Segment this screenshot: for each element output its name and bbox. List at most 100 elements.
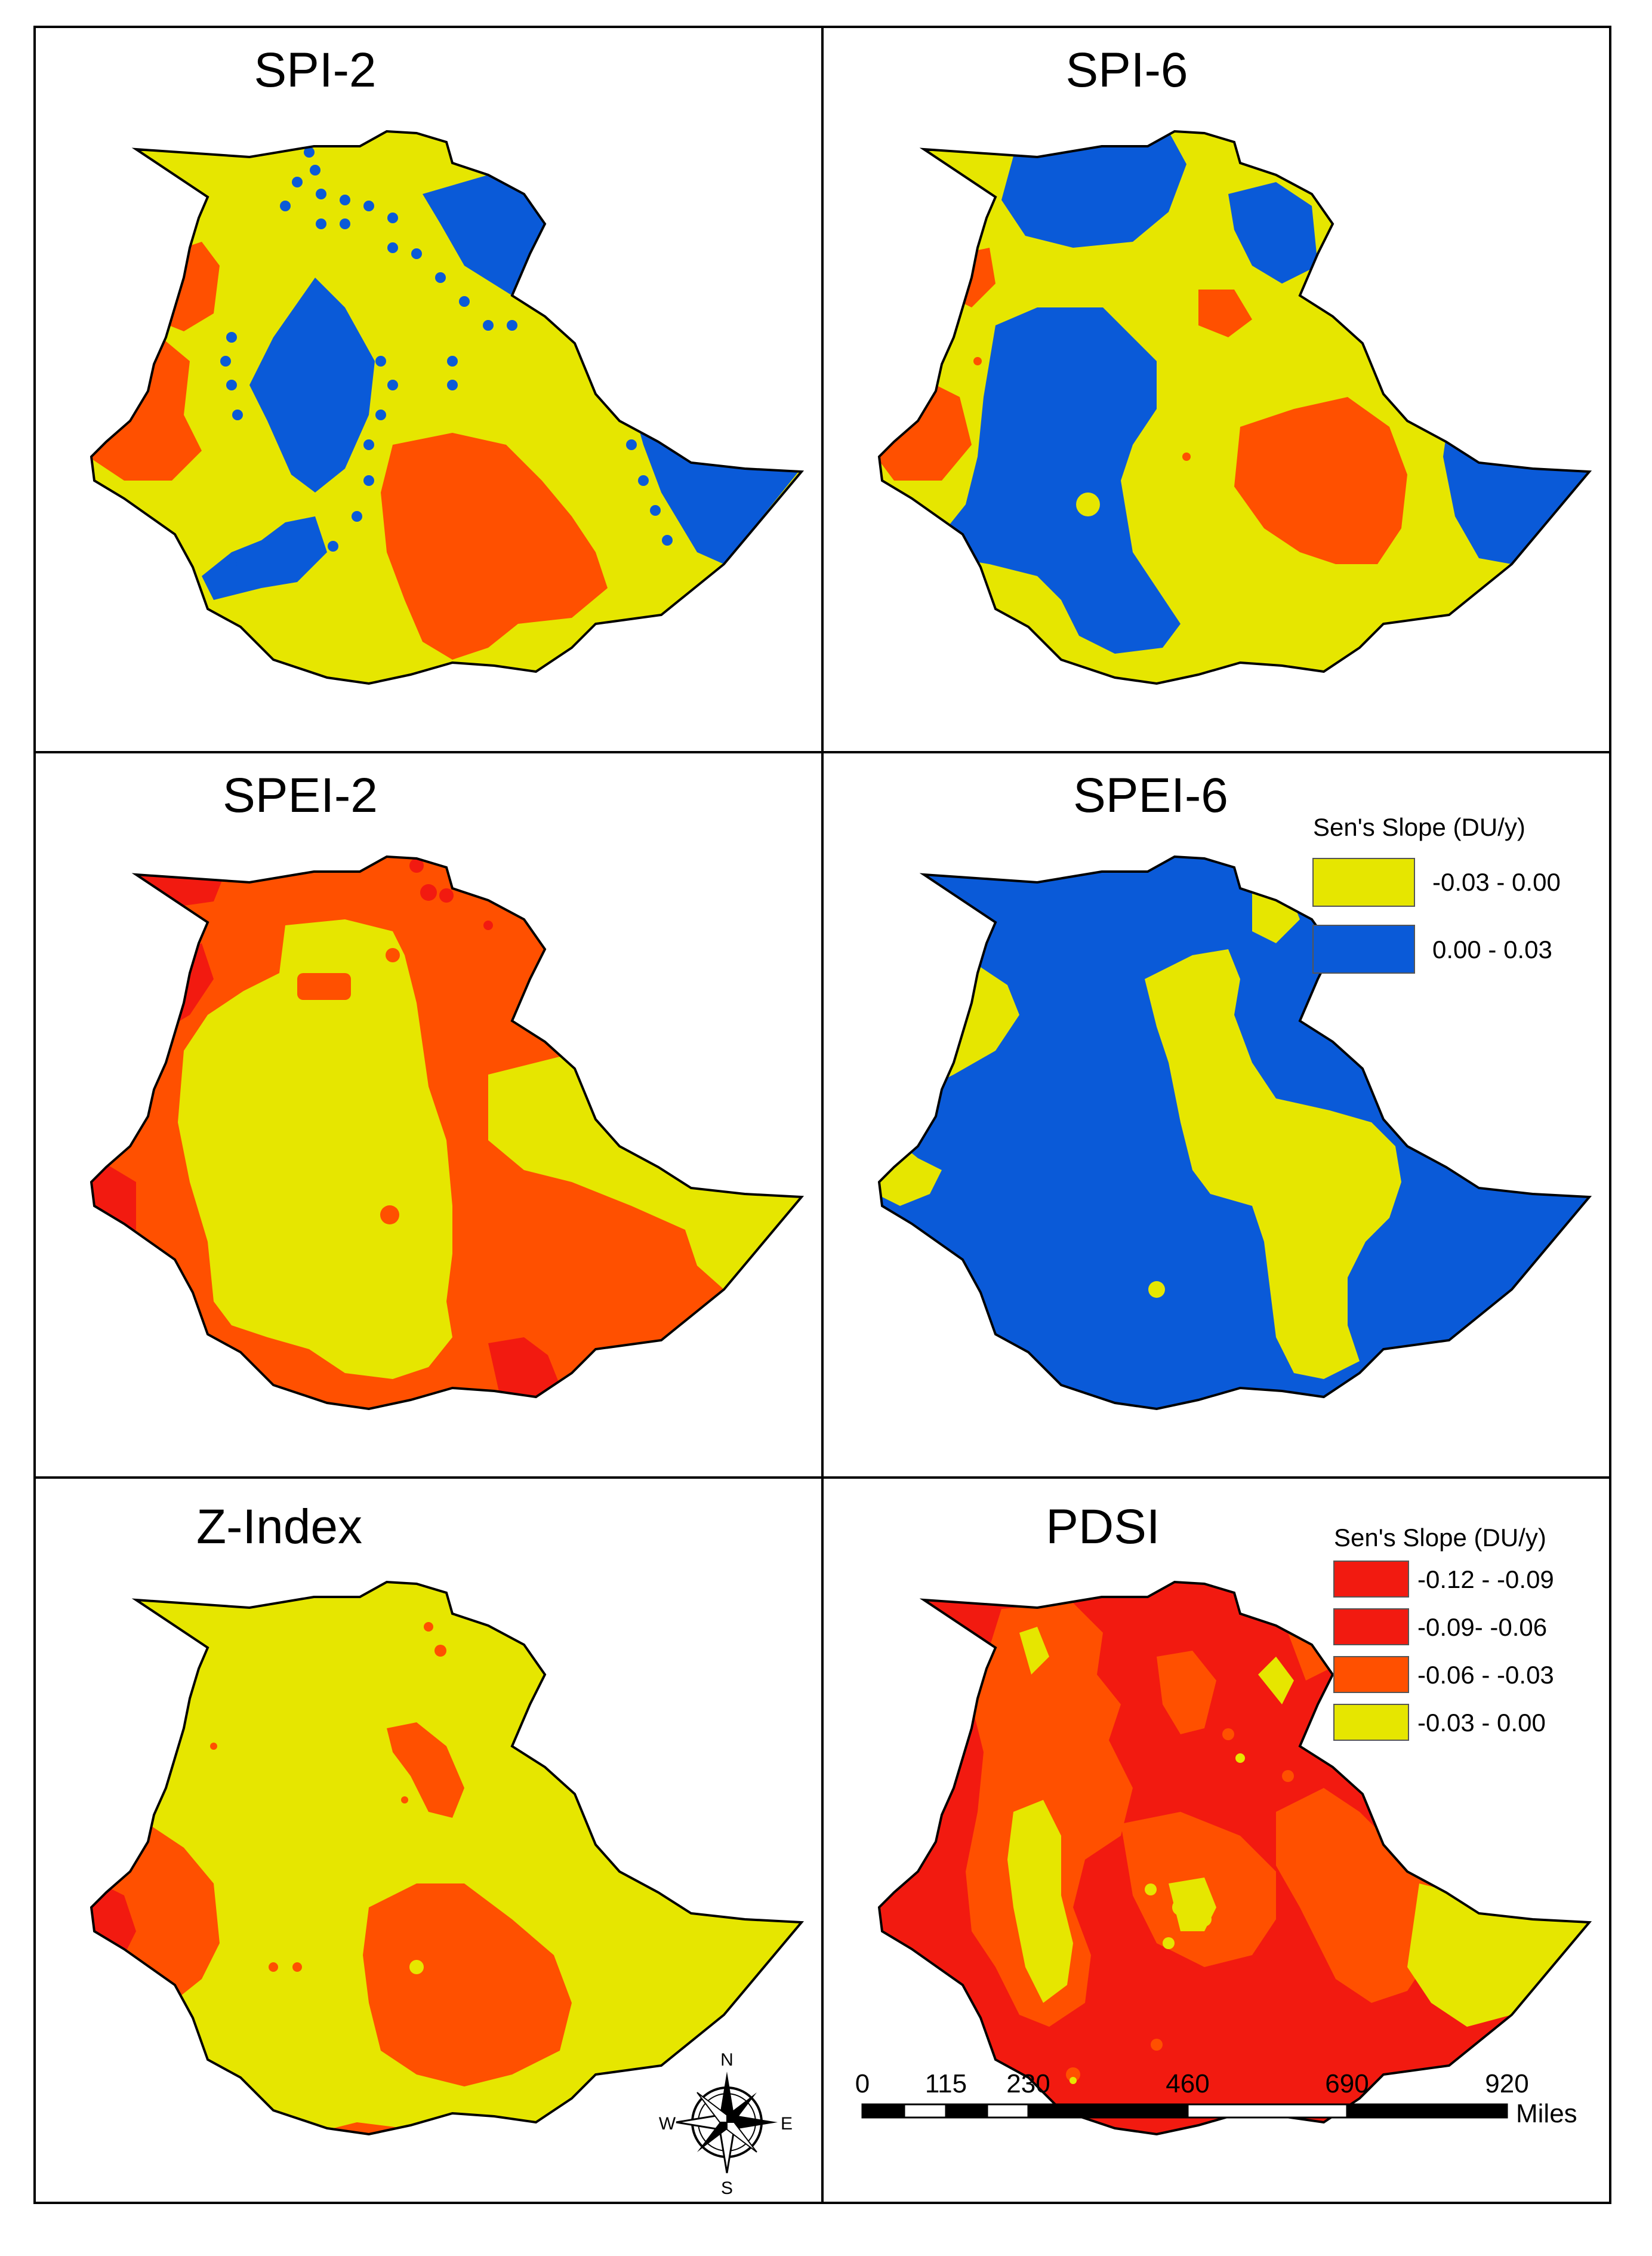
map-region-spot [386, 948, 400, 962]
map-region-spot [387, 242, 398, 253]
map-region-spot [1282, 1770, 1294, 1782]
scale-tick-label: 230 [1006, 2069, 1050, 2098]
map-region-spot [310, 165, 320, 176]
map-region-spot [292, 1962, 302, 1972]
map-region-spot [662, 535, 673, 546]
map-region-fb [423, 175, 545, 296]
scale-segment [1346, 2103, 1508, 2119]
panel-title-z-index: Z-Index [196, 1500, 362, 1554]
map-region-spot [1235, 1753, 1245, 1763]
map-region-fb [220, 141, 673, 570]
legend-four-class: Sen's Slope (DU/y) -0.12 - -0.09 -0.09- … [1333, 1524, 1554, 1741]
panel-title-spei-6: SPEI-6 [1073, 768, 1228, 823]
legend-title: Sen's Slope (DU/y) [1313, 813, 1525, 841]
map-region-spot [375, 356, 386, 367]
legend-label: -0.03 - 0.00 [1417, 1709, 1546, 1737]
compass-label-w: W [659, 2114, 676, 2134]
map-region-spot [1148, 1281, 1165, 1298]
scale-segment [903, 2103, 947, 2119]
compass-label-s: S [721, 2178, 733, 2198]
map-z-index: Z-Index N S [90, 1500, 803, 2198]
map-region-fo [297, 973, 351, 1000]
map-region-spot [424, 1622, 433, 1632]
map-region-fy [488, 1057, 802, 1289]
map-region-fo [363, 1883, 572, 2086]
scale-tick-label: 690 [1325, 2069, 1369, 2098]
map-region-spot [1163, 1937, 1175, 1949]
compass-arrow-east [727, 2115, 778, 2129]
map-region-fb [1001, 131, 1186, 248]
map-region-spot [387, 213, 398, 223]
map-region-spot [439, 888, 454, 903]
map-region-spot [935, 1769, 949, 1783]
map-region-fy [409, 1960, 424, 1974]
legend-swatch [1312, 925, 1415, 974]
map-region-fb [202, 516, 327, 600]
map-region-fo [387, 1722, 464, 1818]
map-region-spot [269, 1962, 278, 1972]
map-region-spot [1413, 1860, 1425, 1872]
map-region-spot [363, 475, 374, 486]
map-region-spot [297, 973, 351, 1000]
map-region-spot [921, 1803, 938, 1820]
map-region-fo [210, 1622, 446, 1972]
map-region-spot [304, 147, 315, 158]
map-region-spot [638, 475, 649, 486]
legend-swatch [1333, 1608, 1409, 1645]
map-region-spot [278, 858, 292, 873]
map-region-fo [1157, 1651, 1216, 1734]
map-region-spot [420, 884, 437, 901]
scale-segment [861, 2103, 905, 2119]
map-region-spot [1076, 493, 1100, 516]
panel-title-spei-2: SPEI-2 [223, 768, 378, 823]
map-region-spot [226, 332, 237, 343]
map-region-spot [1066, 2067, 1080, 2082]
legend-two-class: Sen's Slope (DU/y) -0.03 - 0.00 0.00 - 0… [1312, 813, 1561, 974]
map-region-spot [434, 1645, 446, 1657]
map-region-spot [973, 357, 982, 365]
map-region-spot [292, 177, 303, 187]
map-region-spot [1151, 2039, 1163, 2051]
legend-swatch [1333, 1561, 1409, 1598]
scale-tick-label: 0 [855, 2069, 870, 2098]
legend-label: -0.12 - -0.09 [1417, 1565, 1554, 1593]
legend-swatch [1333, 1704, 1409, 1741]
map-region-fy [178, 919, 452, 1379]
map-region-spot [280, 201, 291, 211]
map-region-fy [1007, 1800, 1073, 2003]
map-region-spot [1222, 1728, 1234, 1740]
map-spi-2: SPI-2 [90, 43, 803, 685]
panel-title-pdsi: PDSI [1046, 1500, 1160, 1554]
map-region-spot [1197, 1912, 1212, 1926]
map-region-spot [447, 356, 458, 367]
map-region-spot [483, 320, 494, 331]
map-region-spot [363, 201, 374, 211]
legend-swatch [1312, 858, 1415, 907]
map-region-spot [1172, 1899, 1189, 1916]
map-region-spot [210, 1743, 217, 1750]
map-region-spot [447, 380, 458, 390]
map-region-fy [1145, 949, 1401, 1379]
panel-title-spi-6: SPI-6 [1065, 43, 1188, 97]
map-region-fo [1198, 290, 1252, 337]
legend-label: 0.00 - 0.03 [1432, 935, 1552, 964]
map-region-spot [363, 439, 374, 450]
map-region-fo [381, 433, 608, 660]
map-region-fo [1276, 1788, 1443, 2003]
map-spei-6: SPEI-6 [878, 768, 1591, 1410]
map-region-fy [1148, 1281, 1165, 1298]
legend-title: Sen's Slope (DU/y) [1334, 1524, 1546, 1552]
scale-unit: Miles [1516, 2099, 1577, 2128]
compass-rose: N S E W [659, 2050, 793, 2198]
compass-arrow-sw [697, 2122, 727, 2152]
map-region-spot [1145, 1883, 1157, 1895]
scale-tick-label: 460 [1166, 2069, 1209, 2098]
map-region-fy [1258, 1657, 1294, 1704]
map-region-spot [409, 858, 424, 873]
map-region-fy [879, 961, 1019, 1206]
legend-label: -0.03 - 0.00 [1432, 868, 1561, 896]
map-region-spot [650, 505, 661, 516]
panel-title-spi-2: SPI-2 [254, 43, 376, 97]
compass-arrow-se [726, 2122, 757, 2153]
